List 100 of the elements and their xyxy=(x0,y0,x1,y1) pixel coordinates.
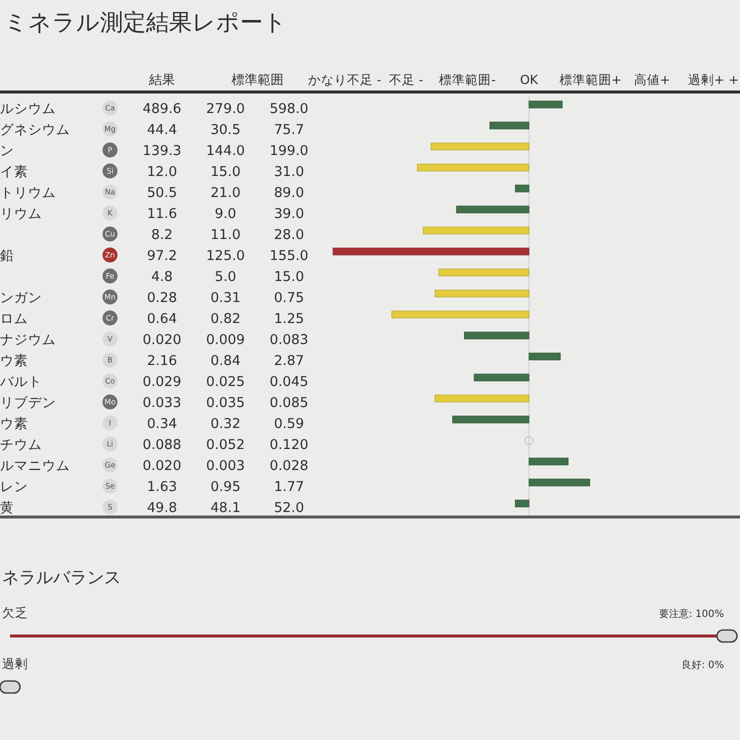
bar xyxy=(416,164,530,172)
data-label: 9.0 xyxy=(214,206,236,222)
data-label: 279.0 xyxy=(206,101,245,117)
bar xyxy=(514,500,530,508)
data-label: 2.16 xyxy=(146,353,178,369)
text: 不足 - xyxy=(388,72,424,87)
category-label: チウム xyxy=(0,437,42,453)
data-label: 28.0 xyxy=(274,227,304,243)
category-label: トリウム xyxy=(0,185,56,201)
bar xyxy=(528,100,563,108)
text: 結果 xyxy=(148,73,175,88)
category-label: リウム xyxy=(0,206,42,222)
bar xyxy=(456,206,530,214)
bar xyxy=(514,184,530,192)
category-label: ルシウム xyxy=(0,101,56,117)
bar xyxy=(490,122,530,130)
data-label: 11.0 xyxy=(210,227,241,243)
data-label: 2.87 xyxy=(274,353,304,369)
data-label: 0.95 xyxy=(210,479,241,495)
bar xyxy=(422,226,530,234)
data-label: 11.6 xyxy=(146,206,178,222)
text: 標準範囲- xyxy=(439,72,496,87)
category-label: ナジウム xyxy=(0,332,56,348)
data-label: 155.0 xyxy=(270,248,308,264)
data-label: 0.82 xyxy=(210,311,241,327)
data-label: 12.0 xyxy=(146,164,178,180)
text: 標準範囲 xyxy=(231,73,284,88)
data-label: 0.028 xyxy=(270,458,308,474)
category-label: リブデン xyxy=(0,395,56,411)
data-label: 0.025 xyxy=(206,374,245,390)
data-label: 50.5 xyxy=(146,185,178,201)
data-label: 75.7 xyxy=(274,122,304,138)
data-label: 199.0 xyxy=(270,143,308,159)
category-label: ウ素 xyxy=(0,416,28,432)
category-label: グネシウム xyxy=(0,122,70,138)
text: OK xyxy=(520,72,539,87)
data-label: 0.120 xyxy=(270,437,308,453)
bar xyxy=(392,310,530,318)
data-label: 1.25 xyxy=(274,311,304,327)
data-label: 15.0 xyxy=(274,269,304,285)
bar xyxy=(528,458,568,466)
data-label: 0.64 xyxy=(146,311,178,327)
bar xyxy=(438,268,530,276)
data-label: 89.0 xyxy=(274,185,304,201)
category-label: イ素 xyxy=(0,164,28,180)
data-label: 97.2 xyxy=(146,248,178,264)
bar xyxy=(474,374,530,382)
data-label: 44.4 xyxy=(146,122,178,138)
category-label: バルト xyxy=(0,374,42,390)
data-label: 良好: 0% xyxy=(682,659,724,671)
data-label: 0.32 xyxy=(210,416,241,432)
text: かなり不足 - xyxy=(308,72,382,87)
bar xyxy=(434,290,530,298)
bar xyxy=(434,394,530,402)
data-label: 49.8 xyxy=(146,500,178,516)
data-label: 4.8 xyxy=(151,269,173,285)
data-label: 125.0 xyxy=(206,248,245,264)
data-label: 489.6 xyxy=(142,101,182,117)
text: 標準範囲+ xyxy=(559,72,622,87)
data-label: 0.083 xyxy=(270,332,308,348)
data-label: 30.5 xyxy=(210,122,241,138)
data-label: 15.0 xyxy=(210,164,241,180)
text: 過剰+ + xyxy=(688,72,739,87)
data-label: 0.029 xyxy=(142,374,182,390)
data-label: 8.2 xyxy=(151,227,173,243)
data-label: 0.31 xyxy=(210,290,241,306)
bar xyxy=(452,416,530,424)
y-tick-label: 欠乏 xyxy=(2,605,28,620)
data-label: 0.052 xyxy=(206,437,245,453)
data-label: 要注意: 100% xyxy=(658,608,724,620)
text: ミネラル測定結果レポート xyxy=(4,10,287,36)
data-label: 0.59 xyxy=(274,416,304,432)
text: 高値+ xyxy=(634,72,670,87)
data-label: 0.085 xyxy=(270,395,308,411)
data-label: 39.0 xyxy=(274,206,304,222)
bar xyxy=(464,332,530,340)
data-label: 0.088 xyxy=(142,437,182,453)
category-label: ン xyxy=(0,143,14,159)
data-label: 0.009 xyxy=(206,332,245,348)
data-label: 0.033 xyxy=(142,395,182,411)
category-label: レン xyxy=(0,479,28,495)
data-label: 21.0 xyxy=(210,185,241,201)
data-label: 0.035 xyxy=(206,395,245,411)
data-label: 5.0 xyxy=(214,269,236,285)
data-label: 1.77 xyxy=(274,479,304,495)
data-label: 0.020 xyxy=(142,458,182,474)
data-label: 1.63 xyxy=(146,479,178,495)
data-label: 31.0 xyxy=(274,164,304,180)
data-label: 0.28 xyxy=(146,290,178,306)
category-label: ウ素 xyxy=(0,353,28,369)
category-label: ンガン xyxy=(0,290,42,306)
data-label: 0.75 xyxy=(274,290,304,306)
data-label: 0.003 xyxy=(206,458,245,474)
chart-title: ネラルバランス xyxy=(2,568,121,588)
data-label: 0.84 xyxy=(210,353,241,369)
bar xyxy=(332,248,530,256)
y-tick-label: 過剰 xyxy=(2,656,28,671)
data-label: 0.020 xyxy=(142,332,182,348)
category-label: 鉛 xyxy=(0,248,14,264)
bar xyxy=(430,142,530,150)
